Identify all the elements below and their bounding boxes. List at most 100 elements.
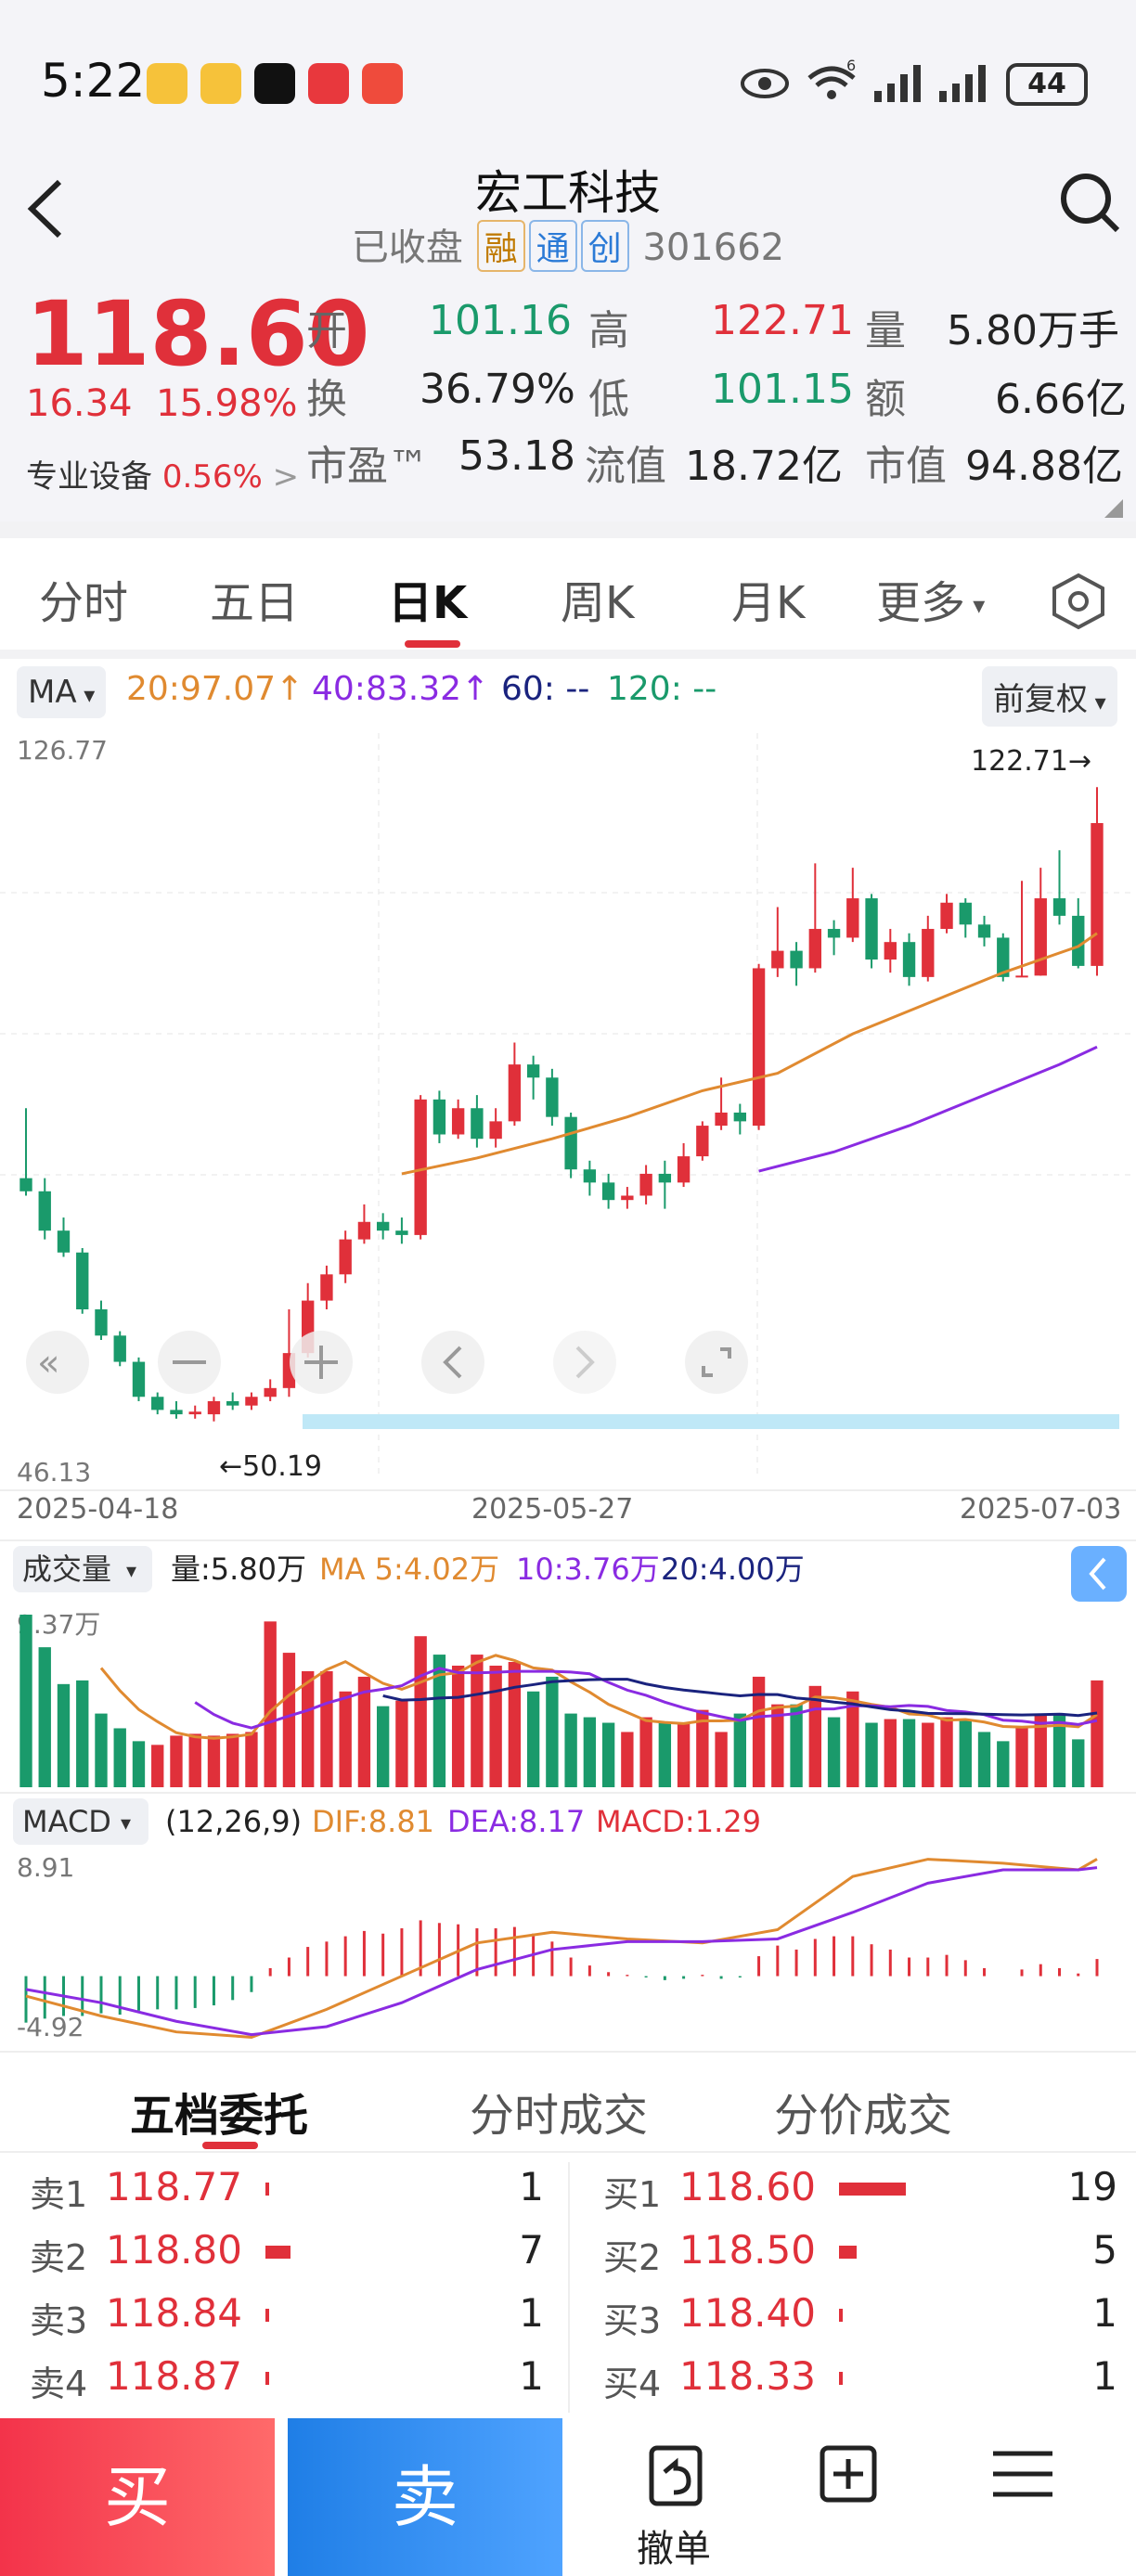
next-control[interactable] [553,1331,616,1394]
x-label-start: 2025-04-18 [17,1493,178,1526]
adjust-selector[interactable]: 前复权 ▾ [982,666,1117,727]
bid-row[interactable]: 买2 118.50 5 [574,2225,1136,2285]
ask-row[interactable]: 卖1 118.77 1 [0,2162,562,2222]
y-max-label: 126.77 [17,735,108,766]
candle-body [432,1099,446,1135]
volume-bar [188,1733,201,1787]
candle-body [1091,822,1104,966]
candle [621,1187,634,1209]
bid-row[interactable]: 买4 118.33 1 [574,2351,1136,2411]
volume-bar [658,1722,672,1787]
volume-bar [320,1670,333,1787]
volume-bar [1052,1713,1066,1787]
rewind-control[interactable]: « [26,1331,89,1394]
candle [884,929,897,973]
tab-more[interactable]: 更多 ▾ [876,566,985,631]
chevron-left-icon [1089,1557,1106,1591]
level-quantity: 19 [1067,2164,1117,2209]
volume-ma-lines [99,1654,1098,1740]
sell-button[interactable]: 卖 [288,2418,562,2576]
plus-box-icon [820,2445,877,2503]
fullscreen-control[interactable] [685,1331,748,1394]
prev-control[interactable] [421,1331,484,1394]
pe-value: 53.18 [458,432,575,480]
menu-icon [993,2451,1052,2497]
collapse-panel-button[interactable] [1071,1546,1127,1602]
stock-header: 宏工科技 已收盘 融通创 301662 [0,139,1136,278]
tab-daily-k[interactable]: 日K [388,577,468,629]
menu-button[interactable] [939,2418,1106,2576]
signal-icon [874,65,921,102]
volume-ma20-line [382,1678,1098,1718]
candle [320,1265,333,1310]
volume-bar [884,1719,897,1787]
volume-bar [564,1713,577,1787]
level-label: 买4 [603,2363,662,2404]
ask-row[interactable]: 卖2 118.80 7 [0,2225,562,2285]
candle-body [489,1121,502,1140]
pe-label: 市盈™ [306,443,429,490]
candle-body [357,1221,371,1240]
caret-down-icon: ▾ [121,1812,131,1835]
tab-tick-trades[interactable]: 分时成交 [470,2090,649,2142]
bid-row[interactable]: 买1 118.60 19 [574,2162,1136,2222]
search-icon[interactable] [1056,167,1121,241]
sector-link[interactable]: 专业设备 0.56% > [26,451,299,496]
ma-selector[interactable]: MA ▾ [17,666,107,718]
bid-row[interactable]: 买3 118.40 1 [574,2288,1136,2348]
candle [977,915,991,947]
candle [207,1397,221,1422]
volume-bar [451,1665,465,1787]
level-label: 买2 [603,2237,662,2278]
zoom-out-control[interactable] [158,1331,221,1394]
tab-intraday[interactable]: 分时 [39,577,129,629]
turnover-value: 36.79% [420,366,575,413]
candle-body [546,1077,559,1117]
settings-hexagon-icon[interactable] [1049,572,1108,631]
candle [583,1160,597,1196]
macd-selector[interactable] [13,1798,148,1845]
tab-weekly-k[interactable]: 周K [561,577,635,629]
candle [940,894,953,934]
high-label: 高 [588,307,629,354]
candle-body [113,1335,126,1362]
volume-bar [790,1704,803,1787]
volume-bar [432,1655,446,1787]
back-icon[interactable] [22,176,67,241]
macd-histogram [24,1920,1099,2023]
candle [264,1379,277,1401]
candle-body [395,1230,408,1235]
tab-five-level[interactable]: 五档委托 [130,2090,309,2142]
add-button[interactable] [765,2418,932,2576]
candle-body [339,1239,352,1275]
candle [19,1108,32,1196]
tab-monthly-k[interactable]: 月K [731,577,806,629]
level-label: 卖4 [30,2363,88,2404]
ask-row[interactable]: 卖4 118.87 1 [0,2351,562,2411]
candle [489,1108,502,1148]
volume-bars [19,1615,1104,1787]
vol-ma10: 10:3.76万 [516,1552,660,1587]
ask-row[interactable]: 卖3 118.84 1 [0,2288,562,2348]
active-tab-indicator [405,640,460,648]
volume-bar [414,1636,427,1787]
tab-five-day[interactable]: 五日 [210,577,300,629]
candle-body [207,1400,221,1415]
volume-bar [113,1728,126,1787]
cancel-order-button[interactable]: 撤单 [590,2418,757,2576]
candle-body [38,1191,51,1231]
candle-body [245,1397,258,1406]
expand-corner-icon[interactable] [1104,499,1123,518]
ma20-value: 20:97.07↑ [126,670,303,708]
zoom-in-control[interactable] [290,1331,353,1394]
volume-selector[interactable] [13,1546,152,1592]
volume-bar [226,1733,239,1787]
battery-icon: 44 [1006,63,1088,106]
kline-chart[interactable]: 126.77 46.13 122.71→ ←50.19 2025-04-18 2… [0,733,1136,2060]
candle-body [57,1230,71,1253]
level-quantity: 1 [519,2290,544,2336]
tab-price-trades[interactable]: 分价成交 [774,2090,953,2142]
candle-body [451,1108,465,1135]
stock-code: 301662 [642,226,785,269]
buy-button[interactable]: 买 [0,2418,275,2576]
